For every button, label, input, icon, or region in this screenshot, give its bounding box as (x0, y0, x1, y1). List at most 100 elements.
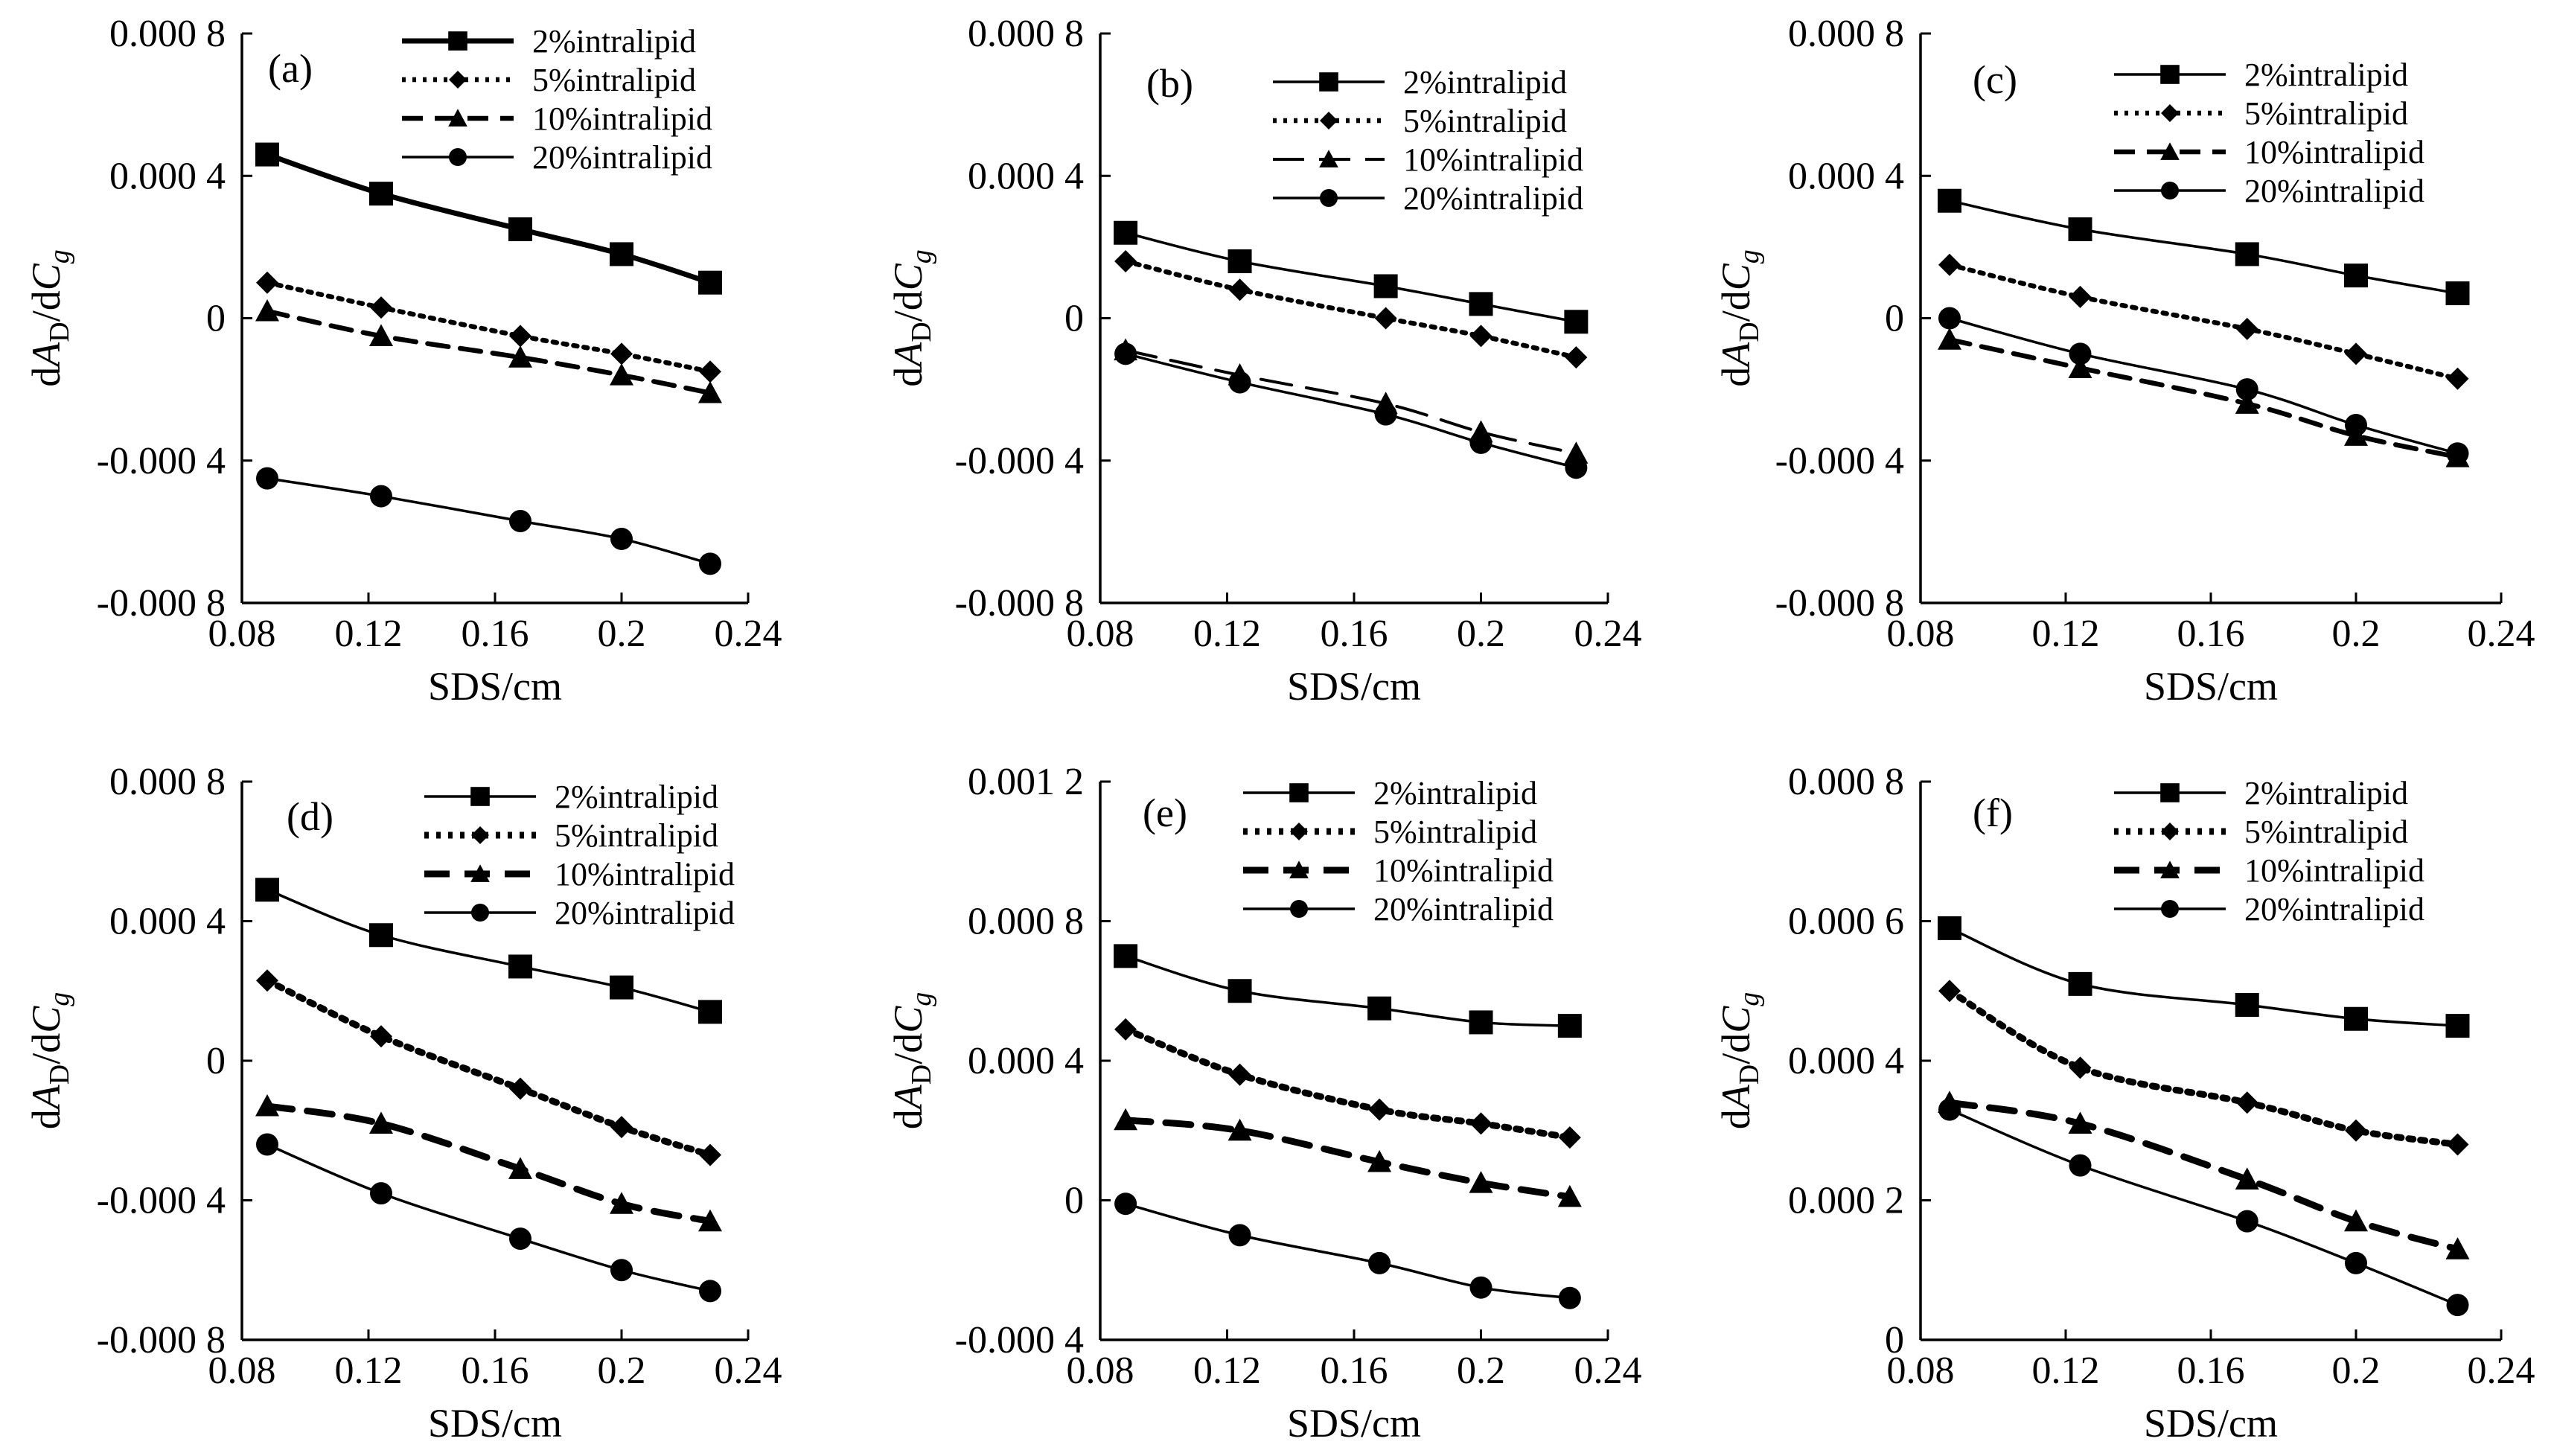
data-point-circle (1558, 1286, 1581, 1309)
data-point-diamond (699, 1143, 721, 1166)
data-point-circle (1114, 342, 1137, 365)
data-point-square (1469, 1010, 1493, 1035)
data-point-circle (1938, 1098, 1961, 1121)
data-point-square (698, 1000, 722, 1024)
legend-marker-circle (1290, 900, 1308, 918)
legend-label: 5%intralipid (2244, 95, 2408, 132)
data-point-triangle (369, 324, 393, 347)
data-point-triangle (2068, 356, 2092, 379)
data-point-circle (2345, 1251, 2367, 1274)
y-tick-label: -0.000 8 (955, 582, 1084, 625)
data-point-triangle (1114, 1108, 1138, 1131)
series-line-2 (1122, 1026, 1574, 1141)
legend: 2%intralipid5%intralipid10%intralipid20%… (2114, 57, 2424, 209)
data-point-circle (509, 1227, 531, 1251)
y-tick-label: 0 (1885, 1319, 1904, 1361)
y-axis-title: dAD/dCg (24, 249, 75, 387)
data-point-diamond (2069, 1056, 2092, 1079)
x-axis-title: SDS/cm (1287, 664, 1421, 709)
data-point-diamond (509, 1077, 531, 1100)
data-point-circle (699, 1280, 721, 1303)
series-line-2 (1946, 987, 2461, 1148)
x-tick-label: 0.2 (2332, 613, 2381, 655)
x-tick-label: 0.2 (598, 613, 646, 655)
data-point-diamond (1114, 250, 1137, 272)
legend-marker-triangle (1319, 150, 1338, 167)
data-point-square (255, 142, 279, 167)
data-point-triangle (1564, 441, 1589, 464)
y-axis-title: dAD/dCg (886, 249, 937, 387)
y-tick-label: 0.000 8 (968, 901, 1084, 943)
legend-marker-triangle (2160, 142, 2180, 160)
data-point-triangle (2235, 1167, 2259, 1190)
data-point-circle (1469, 431, 1493, 454)
data-point-circle (2446, 1294, 2469, 1317)
data-point-square (1938, 916, 1961, 940)
data-point-circle (509, 510, 531, 533)
legend-label: 10%intralipid (555, 856, 735, 893)
legend-marker-diamond (471, 826, 489, 844)
legend-label: 20%intralipid (532, 139, 712, 176)
legend-label: 10%intralipid (1403, 141, 1583, 178)
y-tick-label: 0.000 4 (109, 155, 226, 197)
y-axis-title: dAD/dCg (1714, 249, 1765, 387)
x-tick-label: 0.2 (2332, 1350, 2381, 1392)
data-point-circle (610, 1259, 633, 1282)
legend-marker-diamond (449, 71, 467, 89)
data-point-diamond (1938, 980, 1961, 1003)
panel-label: (d) (287, 794, 333, 839)
data-point-square (2068, 217, 2092, 241)
x-tick-label: 0.16 (1321, 613, 1388, 655)
series-line-2 (264, 977, 714, 1159)
data-point-square (2344, 1006, 2368, 1031)
legend-label: 20%intralipid (1403, 180, 1583, 217)
x-tick-label: 0.24 (1574, 613, 1642, 655)
y-tick-label: 0.000 4 (109, 901, 226, 943)
data-point-triangle (2445, 1237, 2470, 1259)
legend-label: 2%intralipid (1403, 64, 1567, 100)
x-tick-label: 0.08 (1887, 613, 1955, 655)
y-tick-label: 0.000 8 (968, 13, 1084, 55)
data-point-diamond (699, 360, 721, 383)
data-point-triangle (2344, 1209, 2368, 1232)
legend-marker-circle (2161, 182, 2179, 199)
data-point-triangle (698, 1209, 722, 1232)
series-line-1 (1948, 927, 2459, 1027)
y-tick-label: 0.000 8 (109, 13, 226, 55)
series-line-4 (1948, 1108, 2459, 1306)
data-point-circle (2069, 342, 2092, 365)
data-point-circle (370, 485, 392, 508)
data-point-diamond (1565, 346, 1588, 369)
data-point-diamond (1114, 1018, 1137, 1041)
legend-marker-diamond (2161, 823, 2179, 840)
x-axis-title: SDS/cm (2144, 664, 2278, 709)
x-axis-title: SDS/cm (1287, 1401, 1421, 1446)
x-axis-title: SDS/cm (428, 1401, 562, 1446)
y-axis-title: dAD/dCg (24, 992, 75, 1130)
legend-marker-square (448, 31, 467, 51)
data-point-square (610, 242, 633, 266)
data-point-square (1557, 1014, 1582, 1038)
data-point-circle (1368, 1251, 1391, 1274)
series-line-3 (1124, 348, 1578, 456)
data-point-diamond (256, 271, 278, 294)
legend-label: 10%intralipid (2244, 134, 2424, 170)
legend-marker-triangle (1289, 860, 1309, 878)
data-point-square (1564, 310, 1589, 334)
legend-label: 5%intralipid (1373, 814, 1537, 850)
data-point-diamond (2446, 367, 2469, 390)
series-line-1 (1124, 954, 1571, 1027)
legend-label: 2%intralipid (2244, 775, 2408, 811)
y-axis-title: dAD/dCg (886, 992, 937, 1130)
y-tick-label: 0.000 4 (968, 155, 1084, 197)
data-point-circle (2345, 413, 2367, 436)
data-point-triangle (1227, 1118, 1252, 1141)
data-point-diamond (370, 296, 392, 319)
data-point-square (2344, 264, 2368, 288)
data-point-circle (2069, 1154, 2092, 1177)
x-tick-label: 0.12 (1193, 613, 1261, 655)
data-point-diamond (1938, 253, 1961, 276)
data-point-triangle (255, 298, 279, 322)
data-point-diamond (1469, 1112, 1493, 1135)
